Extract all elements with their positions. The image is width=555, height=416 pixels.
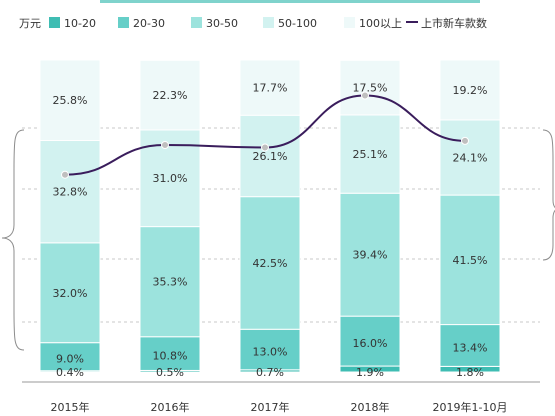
right-brace [542,129,555,261]
bar-4-2 [239,59,301,116]
value-label-1-2: 13.0% [253,346,288,359]
line-point-2 [261,143,269,152]
bar-2-1 [139,226,201,338]
bar-3-4 [439,119,501,196]
value-label-2-3: 39.4% [353,249,388,262]
legend-swatch-0 [49,17,60,28]
value-label-4-3: 17.5% [353,82,388,95]
value-label-3-0: 32.8% [53,186,88,199]
value-label-0-0: 0.4% [56,366,84,379]
bar-3-3 [339,114,401,194]
bar-2-2 [239,196,301,330]
bar-1-3 [339,315,401,367]
legend-swatch-3 [263,17,274,28]
bar-4-4 [439,59,501,121]
x-tick-label-3: 2018年 [351,400,390,414]
line-point-3 [361,91,369,100]
bar-1-0 [39,342,101,372]
value-label-1-0: 9.0% [56,353,84,366]
legend-swatch-2 [191,17,202,28]
line-point-1 [161,141,169,149]
x-tick-label-0: 2015年 [51,400,90,414]
value-label-1-4: 13.4% [453,341,488,354]
value-label-2-4: 41.5% [453,254,488,267]
value-label-4-4: 19.2% [453,84,488,97]
legend-label-0: 10-20 [64,17,96,30]
bar-3-0 [39,139,101,244]
value-label-1-3: 16.0% [353,337,388,350]
bar-1-2 [239,328,301,371]
value-label-3-4: 24.1% [453,152,488,165]
value-label-2-1: 35.3% [153,276,188,289]
value-label-3-3: 25.1% [353,148,388,161]
value-label-4-1: 22.3% [153,89,188,102]
line-point-0 [61,170,69,179]
value-label-0-3: 1.9% [356,366,384,379]
legend-label-4: 100以上 [359,17,402,30]
legend-swatch-4 [344,17,355,28]
value-label-3-2: 26.1% [253,150,288,163]
legend-label-1: 20-30 [133,17,165,30]
bar-1-4 [439,324,501,367]
bar-2-4 [439,194,501,326]
value-label-0-1: 0.5% [156,366,184,379]
x-tick-label-4: 2019年1-10月 [433,400,508,414]
value-label-0-4: 1.8% [456,366,484,379]
bar-4-1 [139,59,201,131]
top-accent-bar [100,0,480,3]
x-tick-label-2: 2017年 [251,400,290,414]
bar-4-0 [39,59,101,141]
value-label-2-2: 42.5% [253,257,288,270]
value-label-2-0: 32.0% [53,287,88,300]
bar-2-3 [339,192,401,317]
value-label-4-2: 17.7% [253,82,288,95]
line-point-4 [461,136,469,145]
legend-swatch-1 [118,17,129,28]
value-label-1-1: 10.8% [153,350,188,363]
bar-4-3 [339,59,401,116]
legend-unit-label: 万元 [19,17,41,30]
value-label-0-2: 0.7% [256,366,284,379]
bar-1-1 [139,336,201,371]
line-series-path [64,94,466,176]
bar-3-2 [239,114,301,198]
bar-2-0 [39,242,101,344]
legend-label-3: 50-100 [278,17,317,30]
legend-line-label: 上市新车款数 [421,16,487,30]
value-label-4-0: 25.8% [53,94,88,107]
legend-label-2: 30-50 [206,17,238,30]
left-brace [1,129,25,351]
value-label-3-1: 31.0% [153,172,188,185]
x-tick-label-1: 2016年 [151,400,190,414]
